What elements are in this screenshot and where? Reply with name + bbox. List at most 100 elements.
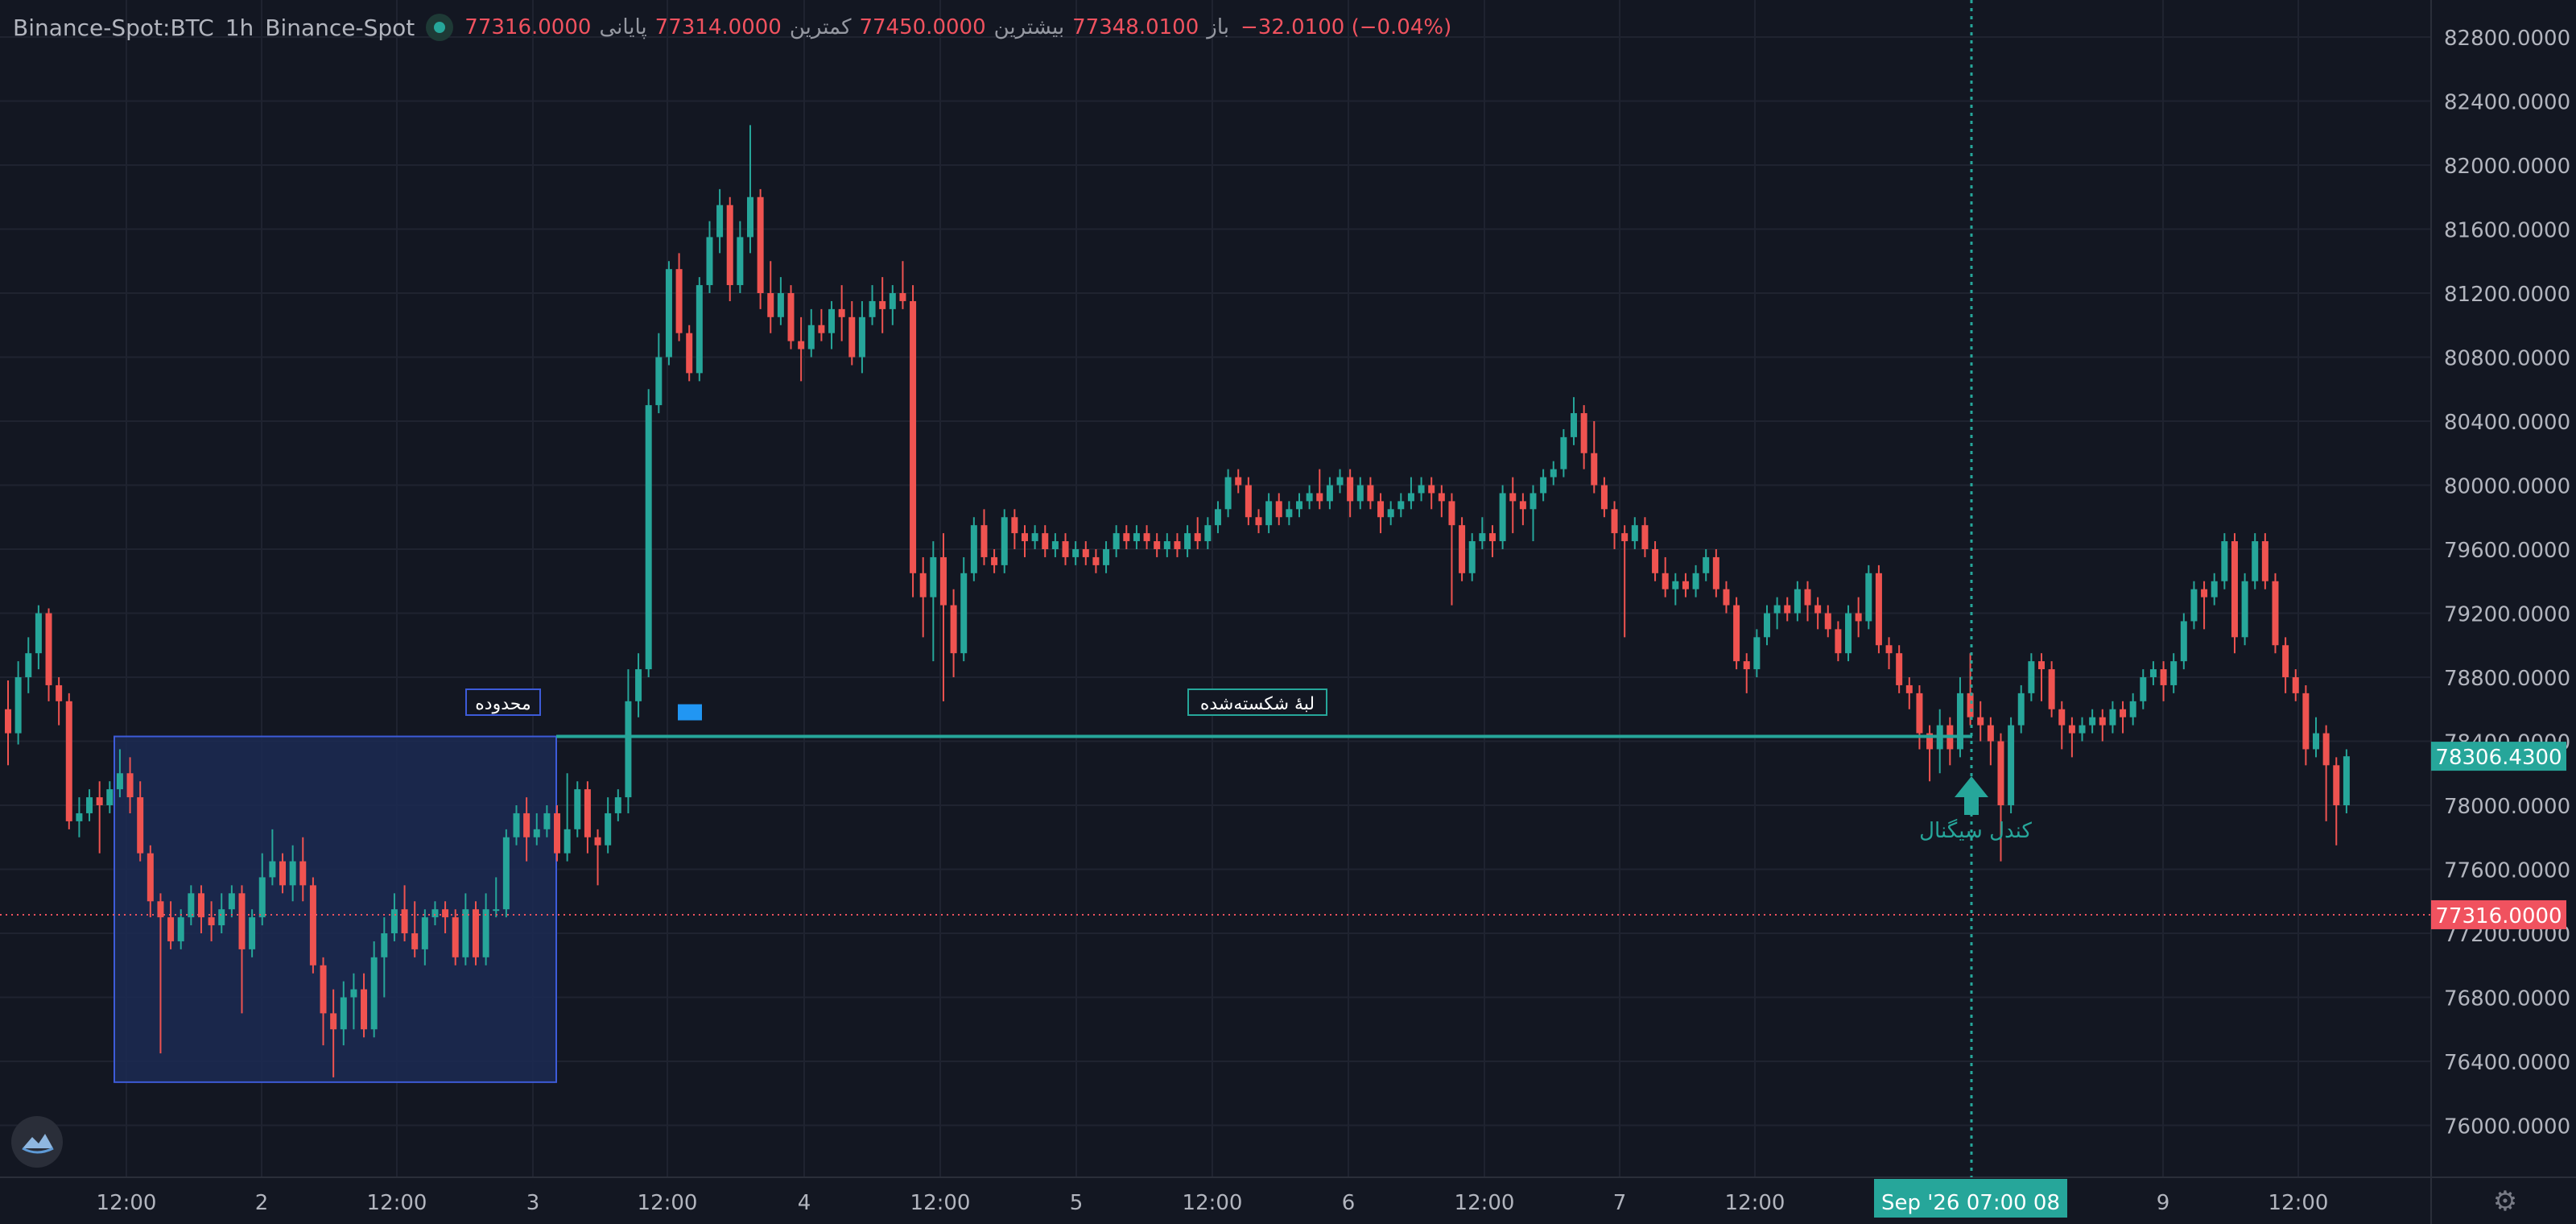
range-label: محدوده: [475, 694, 530, 714]
legend-exchange: Binance-Spot: [265, 14, 415, 41]
legend-symbol[interactable]: Binance-Spot:BTC: [13, 14, 214, 41]
candle-body: [1997, 741, 2004, 805]
candle-body: [1723, 589, 1730, 606]
candle-body: [1265, 501, 1273, 526]
candle-body: [2180, 621, 2187, 662]
x-tick-label: 12:00: [367, 1191, 427, 1215]
candle-body: [879, 300, 886, 309]
candle-body: [2099, 717, 2106, 726]
candle-body: [258, 877, 266, 918]
candle-body: [675, 269, 683, 333]
candle-body: [279, 861, 287, 886]
candle-body: [1042, 533, 1049, 549]
x-tick-label: 6: [1342, 1191, 1356, 1215]
candle-body: [869, 300, 876, 317]
candle-body: [2292, 677, 2299, 693]
candle-body: [1712, 556, 1719, 589]
candle-body: [1296, 501, 1303, 510]
x-tick-label: 12:00: [638, 1191, 698, 1215]
candle-body: [208, 917, 215, 926]
candle-body: [1905, 684, 1913, 693]
candle-body: [696, 285, 703, 374]
y-tick-label: 82400.0000: [2444, 91, 2570, 115]
candle-body: [1540, 477, 1547, 494]
candle-body: [1174, 541, 1181, 549]
candle-body: [980, 525, 988, 557]
candle-body: [2252, 541, 2259, 581]
candle-body: [543, 813, 551, 829]
candle-body: [930, 556, 937, 598]
annotations-layer: محدوده لبهٔ شکسته‌شده کندل سیگنال: [0, 0, 2431, 1177]
candle-body: [2079, 725, 2086, 734]
candle-body: [1641, 525, 1649, 549]
candle-body: [2068, 725, 2075, 734]
candle-body: [1194, 533, 1201, 542]
candle-body: [147, 853, 154, 902]
candle-body: [807, 325, 815, 349]
candle-body: [1530, 493, 1537, 510]
candle-body: [1336, 477, 1344, 486]
candle-body: [1468, 541, 1476, 573]
candle-body: [665, 269, 672, 358]
candle-body: [1214, 509, 1221, 526]
candle-body: [1784, 605, 1791, 614]
candle-body: [1051, 541, 1059, 549]
candle-body: [757, 196, 764, 293]
x-tick-label: 5: [1070, 1191, 1084, 1215]
last-price-tag: [2431, 899, 2566, 929]
time-axis[interactable]: 12:00 2 12:00 3 12:00 4 12:00 5 12:00 6 12:00 7 12:0…: [97, 1179, 2329, 1218]
candle-body: [1479, 533, 1486, 542]
candle-body: [126, 773, 134, 798]
last-price-label: 77316.0000: [2435, 904, 2562, 928]
candle-body: [1509, 493, 1517, 502]
candle-body: [726, 205, 733, 286]
candle-body: [2241, 581, 2248, 638]
high-value: 77450.0000: [859, 15, 986, 39]
candle-body: [2149, 669, 2157, 677]
candle-body: [1600, 485, 1608, 510]
candle-body: [919, 573, 927, 598]
legend-interval[interactable]: 1h: [225, 14, 254, 41]
candle-body: [716, 205, 724, 238]
signal-arrow-icon: [1955, 776, 1988, 815]
y-tick-label: 79200.0000: [2444, 603, 2570, 627]
candle-body: [421, 917, 428, 949]
brand-logo-icon[interactable]: [11, 1116, 63, 1168]
candle-body: [390, 909, 398, 933]
candle-body: [889, 293, 896, 309]
candle-body: [1977, 717, 1984, 726]
candle-body: [2048, 669, 2055, 709]
candle-body: [1367, 485, 1374, 502]
open-label: باز: [1207, 15, 1229, 39]
candle-body: [564, 829, 571, 854]
y-tick-label: 76400.0000: [2444, 1051, 2570, 1075]
candle-body: [635, 669, 642, 701]
high-label: بیشترین: [993, 15, 1065, 39]
candle-body: [116, 773, 123, 790]
candle-body: [1804, 589, 1811, 606]
candle-body: [2129, 701, 2136, 717]
candle-body: [1662, 573, 1669, 589]
candle-body: [1672, 581, 1679, 589]
candle-body: [2261, 541, 2268, 581]
gear-icon[interactable]: ⚙: [2492, 1185, 2518, 1218]
candle-body: [431, 909, 439, 918]
price-axis[interactable]: 82800.0000 82400.0000 82000.0000 81600.0000…: [2431, 27, 2570, 1139]
y-tick-label: 78800.0000: [2444, 667, 2570, 691]
current-price-label: 78306.4300: [2435, 746, 2562, 770]
candle-body: [1397, 501, 1405, 510]
candle-body: [1743, 661, 1750, 670]
candle-body: [1773, 605, 1781, 614]
candle-body: [1133, 533, 1140, 542]
change-value: −32.0100 (−0.04%): [1241, 15, 1452, 39]
candles-layer: [5, 125, 2350, 1077]
close-value: 77316.0000: [464, 15, 592, 39]
candle-body: [614, 797, 621, 813]
candle-body: [1356, 485, 1364, 502]
crosshair-time-tag: [1874, 1179, 2067, 1218]
candle-body: [2201, 589, 2208, 598]
candle-body: [1499, 493, 1506, 542]
low-label: کمترین: [789, 15, 852, 39]
